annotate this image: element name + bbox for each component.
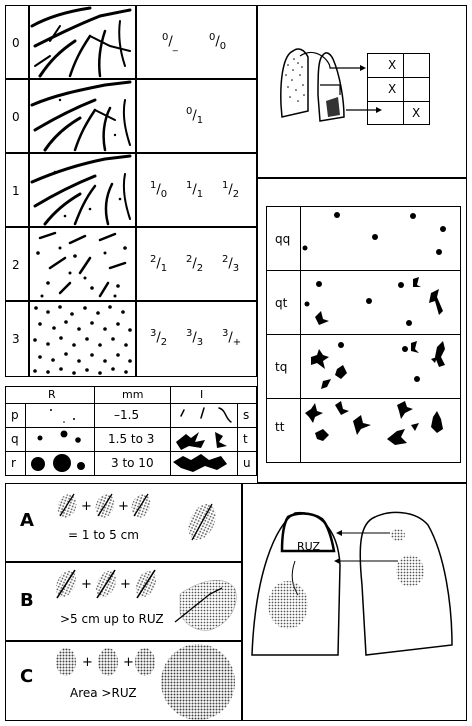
svg-text:+: + xyxy=(118,499,129,514)
profusion-row-label: 2 xyxy=(12,258,20,272)
profusion-row-label: 0 xyxy=(12,36,20,50)
profusion-grid-frame xyxy=(5,5,257,377)
profusion-fraction: 2/1 xyxy=(150,254,168,274)
category-letter: B xyxy=(20,590,34,611)
size-range: –1.5 xyxy=(114,408,140,422)
profusion-row-label: 3 xyxy=(12,332,20,346)
vessel-pattern-image xyxy=(30,6,132,78)
shape-pair-panel-frame xyxy=(257,178,467,483)
shape-pair-label: qq xyxy=(275,232,291,246)
category-b-illustration: + + xyxy=(55,569,237,631)
svg-text:+: + xyxy=(82,655,93,670)
size-table-header: R xyxy=(48,388,56,401)
profusion-fraction: 1/0 xyxy=(150,180,168,200)
vessel-pattern-image xyxy=(30,80,132,152)
tq-sample-image xyxy=(311,341,445,389)
zone-mark: X xyxy=(412,106,421,120)
category-caption: = 1 to 5 cm xyxy=(68,528,139,542)
size-table-header: I xyxy=(200,388,204,401)
shape-pair-label: qt xyxy=(275,296,288,310)
lung-zone-diagram xyxy=(280,48,345,122)
zones-panel-frame xyxy=(257,5,467,178)
profusion-fraction: 3/2 xyxy=(150,328,168,348)
ruz-lung-diagram xyxy=(251,511,453,656)
shape-pair-label: tt xyxy=(275,420,285,434)
ruz-panel-frame xyxy=(242,483,467,721)
category-a-illustration: + + xyxy=(57,493,216,541)
tt-sample-image xyxy=(305,401,443,445)
category-caption: Area >RUZ xyxy=(70,686,137,700)
profusion-fraction: 2/2 xyxy=(186,254,204,274)
zone-grid xyxy=(367,53,430,125)
category-letter: C xyxy=(20,666,34,687)
category-caption: >5 cm up to RUZ xyxy=(60,612,164,626)
dense-nodular-pattern-image xyxy=(33,305,132,375)
size-code: s xyxy=(243,408,250,422)
size-code: r xyxy=(11,456,16,470)
size-table-frame xyxy=(5,386,257,476)
profusion-fraction: 2/3 xyxy=(222,254,240,274)
size-code: p xyxy=(11,408,19,422)
qt-sample-image xyxy=(304,277,443,326)
profusion-fraction: 1/1 xyxy=(186,180,204,200)
zone-mark: X xyxy=(388,58,397,72)
zone-arrows xyxy=(299,51,382,113)
profusion-fraction: 0/1 xyxy=(186,106,204,126)
ruz-label: RUZ xyxy=(297,540,321,553)
category-c-illustration: + + xyxy=(56,644,235,720)
irregular-opacity-samples xyxy=(173,407,232,472)
profusion-fraction: 0/0 xyxy=(209,32,227,52)
size-code: t xyxy=(243,432,248,446)
svg-text:+: + xyxy=(123,655,134,670)
size-range: 1.5 to 3 xyxy=(108,432,155,446)
vessel-pattern-image xyxy=(30,154,132,226)
category-letter: A xyxy=(20,510,34,531)
round-opacity-samples xyxy=(31,409,85,472)
profusion-row-label: 1 xyxy=(12,184,20,198)
size-table-header: mm xyxy=(122,388,144,401)
profusion-fraction: 0/_ xyxy=(162,32,178,52)
size-code: u xyxy=(243,456,251,470)
nodular-pattern-image xyxy=(36,231,127,298)
svg-text:+: + xyxy=(81,577,92,592)
profusion-row-label: 0 xyxy=(12,110,20,124)
shape-pair-label: tq xyxy=(275,360,288,374)
svg-text:+: + xyxy=(120,577,131,592)
zone-mark: X xyxy=(388,82,397,96)
size-code: q xyxy=(11,432,19,446)
large-opacity-frame xyxy=(5,483,242,721)
profusion-fraction: 1/2 xyxy=(222,180,240,200)
svg-text:+: + xyxy=(81,499,92,514)
profusion-fraction: 3/+ xyxy=(222,328,242,348)
profusion-fraction: 3/3 xyxy=(186,328,204,348)
size-range: 3 to 10 xyxy=(111,456,154,470)
qq-sample-image xyxy=(302,212,446,255)
